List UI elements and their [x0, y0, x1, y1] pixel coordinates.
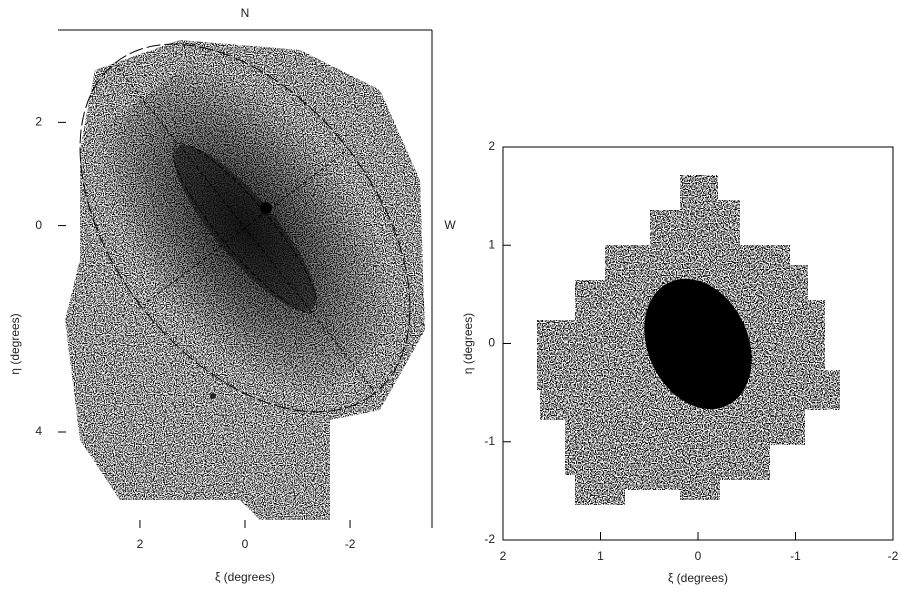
y-tick-label: 2 — [488, 139, 495, 153]
x-tick-label: 1 — [597, 549, 604, 563]
x-axis-label: ξ (degrees) — [215, 570, 275, 584]
x-tick-label: -2 — [888, 549, 899, 563]
x-axis-label: ξ (degrees) — [668, 571, 728, 585]
y-tick-label: 2 — [35, 115, 42, 129]
x-tick-label: -2 — [345, 537, 356, 551]
y-tick-label: 0 — [35, 218, 42, 232]
x-tick-label: 2 — [500, 549, 507, 563]
x-tick-label: 0 — [695, 549, 702, 563]
y-tick-label: 4 — [35, 424, 42, 438]
y-tick-label: 1 — [488, 237, 495, 251]
x-tick-label: -1 — [790, 549, 801, 563]
y-tick-label: -1 — [484, 434, 495, 448]
x-tick-label: 2 — [137, 537, 144, 551]
y-axis-label: η (degrees) — [8, 313, 22, 374]
right-label: W — [444, 218, 456, 232]
y-tick-label: -2 — [484, 532, 495, 546]
top-label: N — [241, 6, 250, 20]
y-axis-label: η (degrees) — [461, 313, 475, 374]
x-tick-label: 0 — [242, 537, 249, 551]
density-map-right — [537, 175, 840, 505]
density-map-left — [65, 40, 425, 520]
y-tick-label: 0 — [488, 336, 495, 350]
